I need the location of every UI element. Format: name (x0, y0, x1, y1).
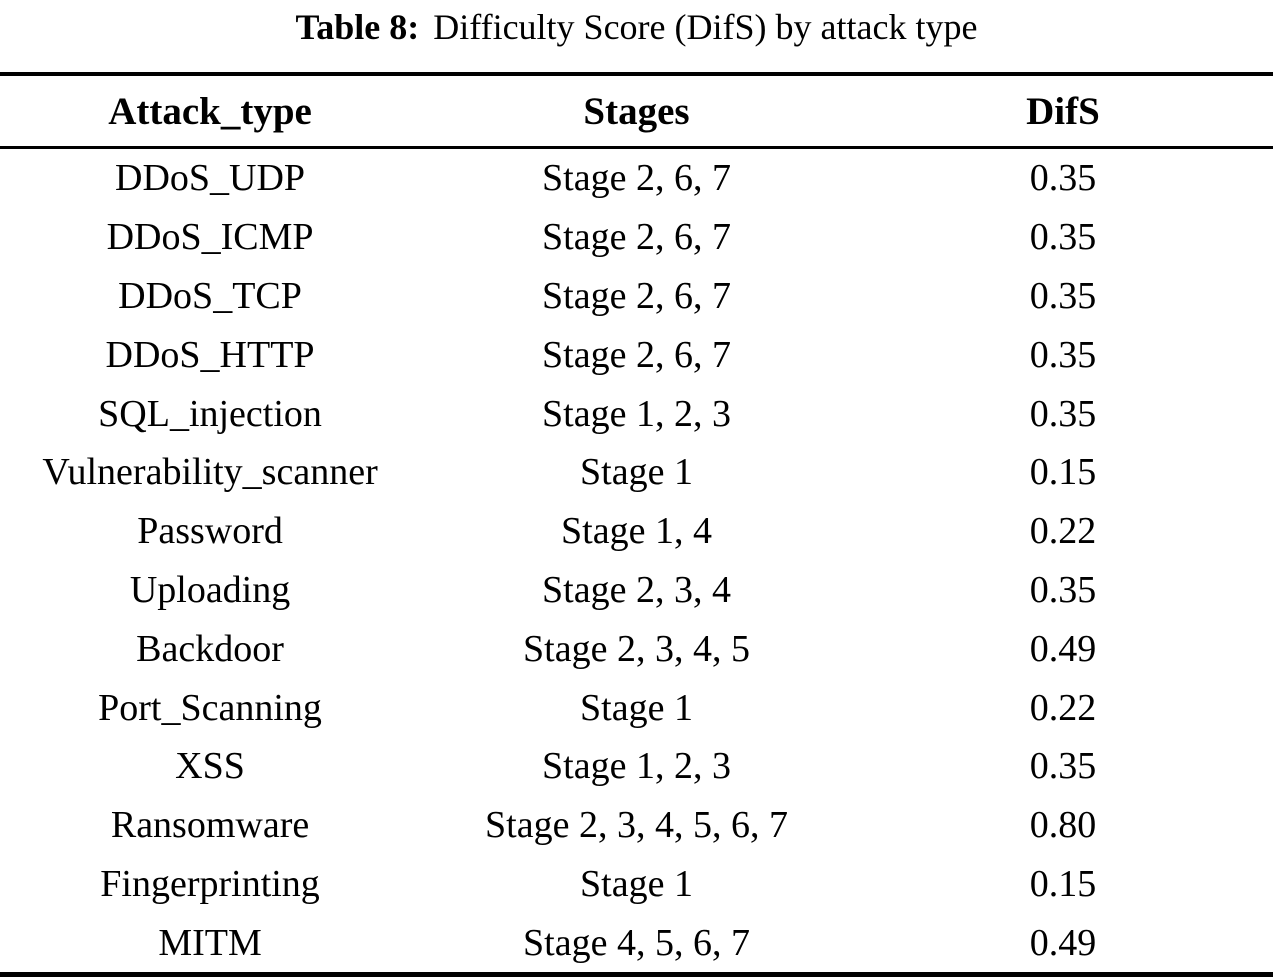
cell-stages: Stage 1 (580, 862, 693, 905)
cell-attack-type: Password (137, 510, 283, 553)
table-row: DDoS_HTTP Stage 2, 6, 7 0.35 (0, 325, 1273, 384)
cell-stages: Stage 2, 3, 4 (542, 568, 731, 611)
cell-difs: 0.15 (1029, 451, 1097, 494)
cell-stages: Stage 2, 6, 7 (542, 274, 731, 317)
cell-stages: Stage 1, 4 (561, 510, 712, 553)
table-row: Vulnerability_scanner Stage 1 0.15 (0, 443, 1273, 502)
cell-stages: Stage 1, 2, 3 (542, 392, 731, 435)
table-row: DDoS_UDP Stage 2, 6, 7 0.35 (0, 148, 1273, 208)
cell-difs: 0.35 (1029, 745, 1097, 788)
cell-attack-type: Ransomware (110, 804, 310, 847)
difs-table: Attack_type Stages DifS DDoS_UDP Stage 2… (0, 72, 1273, 978)
cell-stages: Stage 2, 6, 7 (542, 216, 731, 259)
cell-stages: Stage 2, 3, 4, 5 (523, 627, 750, 670)
cell-attack-type: Vulnerability_scanner (42, 451, 378, 494)
header-row: Attack_type Stages DifS (0, 74, 1273, 149)
cell-stages: Stage 2, 6, 7 (542, 157, 731, 200)
cell-attack-type: DDoS_ICMP (106, 216, 314, 259)
table-row: MITM Stage 4, 5, 6, 7 0.49 (0, 913, 1273, 974)
cell-difs: 0.49 (1029, 921, 1097, 964)
column-header-attack-type: Attack_type (0, 74, 421, 149)
cell-attack-type: Port_Scanning (98, 686, 322, 729)
cell-difs: 0.22 (1029, 510, 1097, 553)
cell-stages: Stage 2, 6, 7 (542, 333, 731, 376)
cell-attack-type: SQL_injection (98, 392, 322, 435)
cell-difs: 0.35 (1029, 274, 1097, 317)
table-row: DDoS_TCP Stage 2, 6, 7 0.35 (0, 267, 1273, 326)
cell-stages: Stage 1 (580, 686, 693, 729)
cell-difs: 0.80 (1029, 804, 1097, 847)
table-row: Ransomware Stage 2, 3, 4, 5, 6, 7 0.80 (0, 796, 1273, 855)
table-row: SQL_injection Stage 1, 2, 3 0.35 (0, 384, 1273, 443)
table-row: XSS Stage 1, 2, 3 0.35 (0, 737, 1273, 796)
cell-difs: 0.35 (1029, 333, 1097, 376)
cell-difs: 0.35 (1029, 216, 1097, 259)
cell-attack-type: DDoS_TCP (118, 274, 302, 317)
table-row: Port_Scanning Stage 1 0.22 (0, 678, 1273, 737)
cell-attack-type: MITM (158, 921, 262, 964)
column-header-stages: Stages (420, 74, 853, 149)
cell-stages: Stage 1, 2, 3 (542, 745, 731, 788)
cell-difs: 0.35 (1029, 157, 1097, 200)
cell-attack-type: Fingerprinting (100, 862, 320, 905)
caption-label: Table 8: (295, 7, 420, 47)
cell-stages: Stage 4, 5, 6, 7 (523, 921, 750, 964)
cell-difs: 0.35 (1029, 568, 1097, 611)
cell-difs: 0.22 (1029, 686, 1097, 729)
table-row: Password Stage 1, 4 0.22 (0, 502, 1273, 561)
cell-attack-type: XSS (175, 745, 245, 788)
column-header-difs: DifS (852, 74, 1273, 149)
table-caption: Table 8: Difficulty Score (DifS) by attac… (0, 0, 1273, 72)
cell-attack-type: Uploading (129, 568, 291, 611)
cell-stages: Stage 1 (580, 451, 693, 494)
cell-difs: 0.15 (1029, 862, 1097, 905)
caption-text: Difficulty Score (DifS) by attack type (433, 7, 978, 47)
table-row: DDoS_ICMP Stage 2, 6, 7 0.35 (0, 208, 1273, 267)
table-row: Backdoor Stage 2, 3, 4, 5 0.49 (0, 619, 1273, 678)
table-row: Uploading Stage 2, 3, 4 0.35 (0, 561, 1273, 620)
cell-attack-type: DDoS_HTTP (105, 333, 315, 376)
cell-difs: 0.49 (1029, 627, 1097, 670)
cell-difs: 0.35 (1029, 392, 1097, 435)
cell-attack-type: Backdoor (136, 627, 284, 670)
table-row: Fingerprinting Stage 1 0.15 (0, 855, 1273, 914)
cell-stages: Stage 2, 3, 4, 5, 6, 7 (485, 804, 788, 847)
cell-attack-type: DDoS_UDP (115, 157, 306, 200)
